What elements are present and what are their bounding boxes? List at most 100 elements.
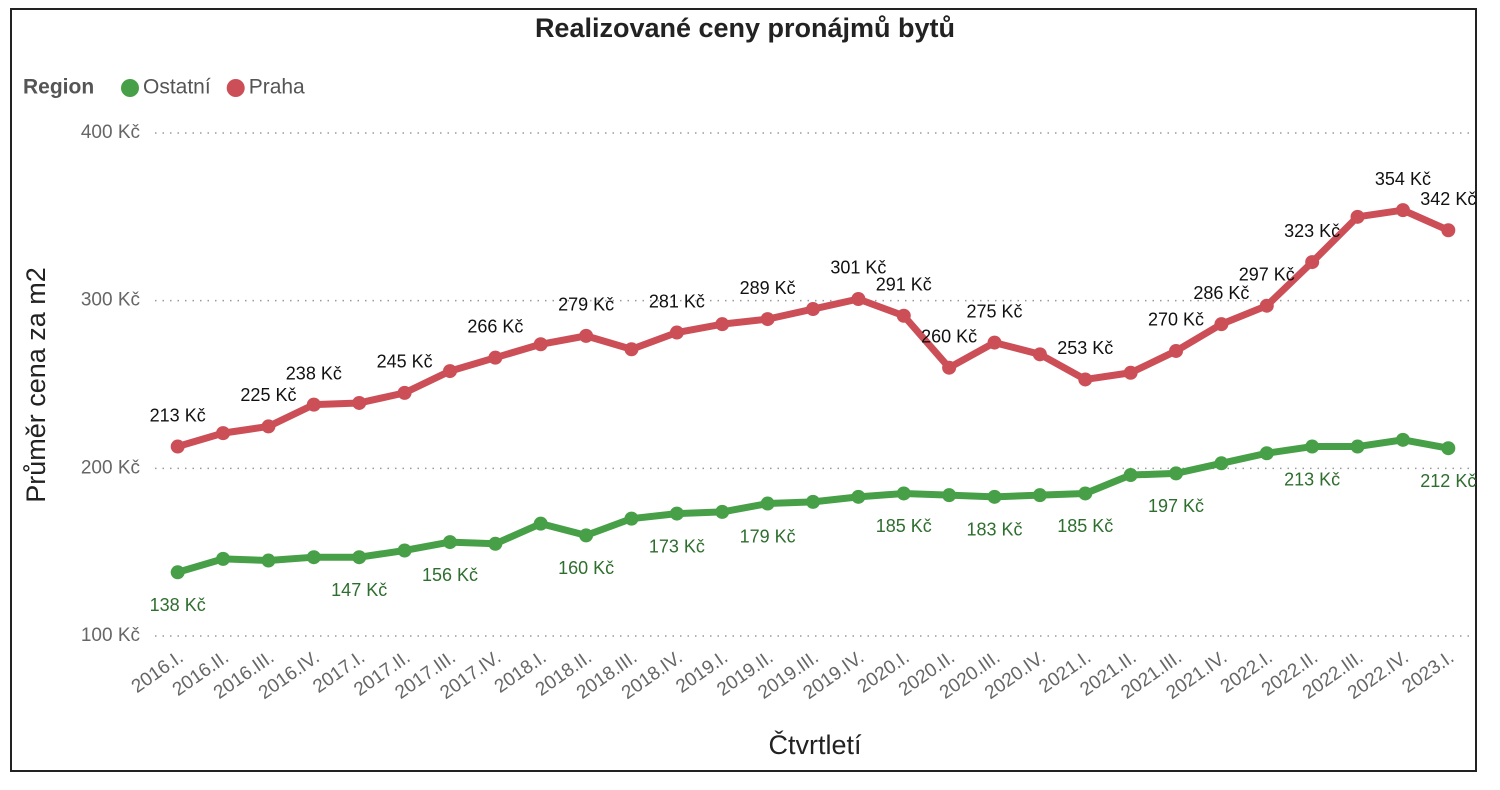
data-point — [261, 553, 276, 568]
data-point — [170, 565, 185, 580]
data-label: 266 Kč — [467, 316, 523, 336]
data-label: 197 Kč — [1148, 496, 1204, 516]
y-tick-label: 300 Kč — [81, 290, 140, 311]
data-label: 286 Kč — [1193, 283, 1249, 303]
data-label: 297 Kč — [1239, 264, 1295, 284]
data-point — [1078, 486, 1093, 501]
data-point — [1305, 439, 1320, 454]
data-point — [579, 328, 594, 343]
data-point — [1441, 441, 1456, 456]
data-point — [216, 551, 231, 566]
data-point — [896, 486, 911, 501]
data-label: 213 Kč — [1284, 469, 1340, 489]
data-point — [942, 360, 957, 375]
data-label: 245 Kč — [377, 352, 433, 372]
data-point — [851, 291, 866, 306]
data-label: 281 Kč — [649, 291, 705, 311]
data-point — [669, 325, 684, 340]
data-point — [1169, 466, 1184, 481]
legend-label: Praha — [249, 76, 305, 99]
x-axis-title: Čtvrtletí — [768, 729, 862, 760]
data-point — [1441, 223, 1456, 238]
data-point — [1395, 432, 1410, 447]
legend-title: Region — [23, 76, 94, 99]
data-label: 354 Kč — [1375, 169, 1431, 189]
data-point — [1169, 343, 1184, 358]
data-point — [1123, 365, 1138, 380]
data-label: 138 Kč — [150, 595, 206, 615]
data-point — [806, 494, 820, 509]
data-label: 289 Kč — [740, 278, 796, 298]
data-label: 342 Kč — [1420, 189, 1476, 209]
data-point — [306, 397, 321, 412]
data-point — [1123, 468, 1138, 483]
data-point — [442, 535, 457, 550]
data-label: 212 Kč — [1420, 471, 1476, 491]
data-label: 213 Kč — [150, 405, 206, 425]
data-point — [352, 550, 367, 565]
data-point — [715, 504, 730, 519]
data-label: 253 Kč — [1057, 338, 1113, 358]
data-point — [352, 395, 367, 410]
data-label: 173 Kč — [649, 536, 705, 556]
data-label: 156 Kč — [422, 565, 478, 585]
data-point — [806, 302, 820, 317]
data-point — [216, 426, 231, 441]
data-label: 225 Kč — [240, 385, 296, 405]
legend-label: Ostatní — [143, 76, 211, 99]
data-point — [760, 312, 775, 327]
data-point — [624, 342, 639, 357]
data-point — [397, 543, 412, 558]
data-label: 183 Kč — [966, 520, 1022, 540]
y-tick-label: 100 Kč — [81, 625, 140, 646]
data-point — [1350, 439, 1365, 454]
chart-title: Realizované ceny pronájmů bytů — [535, 13, 955, 43]
data-point — [896, 308, 911, 323]
data-label: 301 Kč — [830, 258, 886, 278]
data-point — [170, 439, 185, 454]
y-tick-label: 400 Kč — [81, 122, 140, 143]
data-point — [306, 550, 321, 565]
data-label: 279 Kč — [558, 295, 614, 315]
data-point — [1032, 347, 1047, 362]
data-point — [1305, 255, 1320, 270]
data-point — [760, 496, 775, 511]
data-label: 270 Kč — [1148, 310, 1204, 330]
data-point — [1214, 456, 1229, 471]
y-axis-title: Průměr cena za m2 — [21, 267, 51, 503]
data-point — [533, 516, 548, 531]
data-point — [488, 350, 503, 365]
y-tick-label: 200 Kč — [81, 457, 140, 478]
data-point — [715, 317, 730, 332]
data-point — [851, 489, 866, 504]
data-point — [1214, 317, 1229, 332]
data-point — [1078, 372, 1093, 387]
data-point — [1259, 298, 1274, 313]
data-point — [1350, 209, 1365, 224]
data-point — [1032, 488, 1047, 503]
data-point — [987, 489, 1002, 504]
data-label: 179 Kč — [740, 526, 796, 546]
data-point — [987, 335, 1002, 350]
data-point — [669, 506, 684, 521]
data-point — [442, 364, 457, 379]
data-point — [261, 419, 276, 434]
data-label: 238 Kč — [286, 363, 342, 383]
data-label: 185 Kč — [876, 516, 932, 536]
data-point — [1395, 203, 1410, 218]
legend-marker — [226, 79, 245, 97]
data-label: 323 Kč — [1284, 221, 1340, 241]
data-point — [533, 337, 548, 352]
data-label: 291 Kč — [876, 275, 932, 295]
data-label: 260 Kč — [921, 326, 977, 346]
data-label: 147 Kč — [331, 580, 387, 600]
data-label: 160 Kč — [558, 558, 614, 578]
data-point — [397, 385, 412, 400]
data-point — [1259, 446, 1274, 461]
data-point — [579, 528, 594, 543]
data-point — [488, 536, 503, 551]
data-label: 275 Kč — [966, 301, 1022, 321]
data-point — [624, 511, 639, 526]
